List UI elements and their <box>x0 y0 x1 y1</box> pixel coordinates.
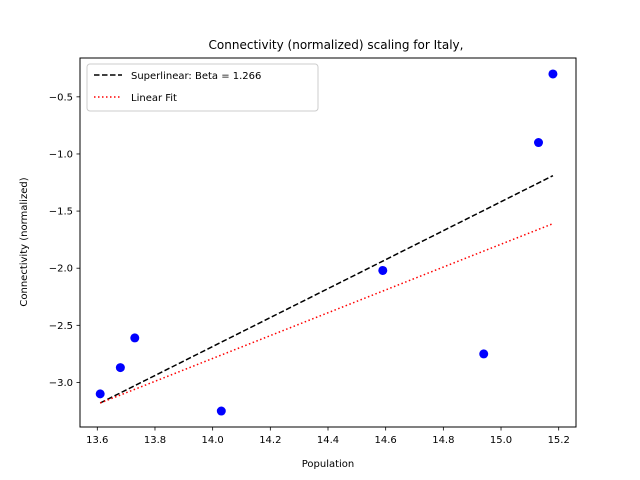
x-tick-label: 14.0 <box>202 435 224 446</box>
y-axis-label: Connectivity (normalized) <box>19 177 30 306</box>
legend-label-linear-fit: Linear Fit <box>131 93 177 104</box>
legend-label-superlinear: Superlinear: Beta = 1.266 <box>131 71 261 82</box>
x-tick-label: 14.8 <box>432 435 454 446</box>
data-point <box>115 363 125 373</box>
y-tick-label: −1.0 <box>49 149 73 160</box>
y-tick-label: −2.0 <box>49 264 73 275</box>
x-tick-label: 14.6 <box>375 435 397 446</box>
chart-title: Connectivity (normalized) scaling for It… <box>209 38 464 52</box>
x-tick-label: 13.6 <box>86 435 108 446</box>
x-tick-label: 13.8 <box>144 435 166 446</box>
y-tick-label: −2.5 <box>49 321 73 332</box>
data-point <box>479 349 489 359</box>
y-tick-label: −0.5 <box>49 92 73 103</box>
data-point <box>95 389 105 399</box>
data-point <box>548 69 558 79</box>
data-point <box>534 138 544 148</box>
x-tick-label: 15.0 <box>490 435 512 446</box>
x-tick-label: 14.2 <box>259 435 281 446</box>
x-axis-ticks: 13.6 13.8 14.0 14.2 14.4 14.6 14.8 15.0 15.2 <box>86 427 570 446</box>
x-axis-label: Population <box>302 459 355 470</box>
legend: Superlinear: Beta = 1.266 Linear Fit <box>86 63 319 112</box>
plot-frame <box>79 57 577 428</box>
x-tick-label: 14.4 <box>317 435 339 446</box>
superlinear-fit-line <box>99 174 554 404</box>
y-tick-label: −3.0 <box>49 378 73 389</box>
data-point <box>130 333 140 343</box>
legend-box <box>86 63 319 112</box>
linear-fit-line <box>99 222 554 404</box>
y-tick-label: −1.5 <box>49 207 73 218</box>
data-point <box>378 265 388 275</box>
data-point <box>216 406 226 416</box>
x-tick-label: 15.2 <box>548 435 570 446</box>
data-points <box>95 69 558 416</box>
y-axis-ticks: −3.0 −2.5 −2.0 −1.5 −1.0 −0.5 <box>49 92 80 389</box>
fit-lines <box>99 174 554 404</box>
